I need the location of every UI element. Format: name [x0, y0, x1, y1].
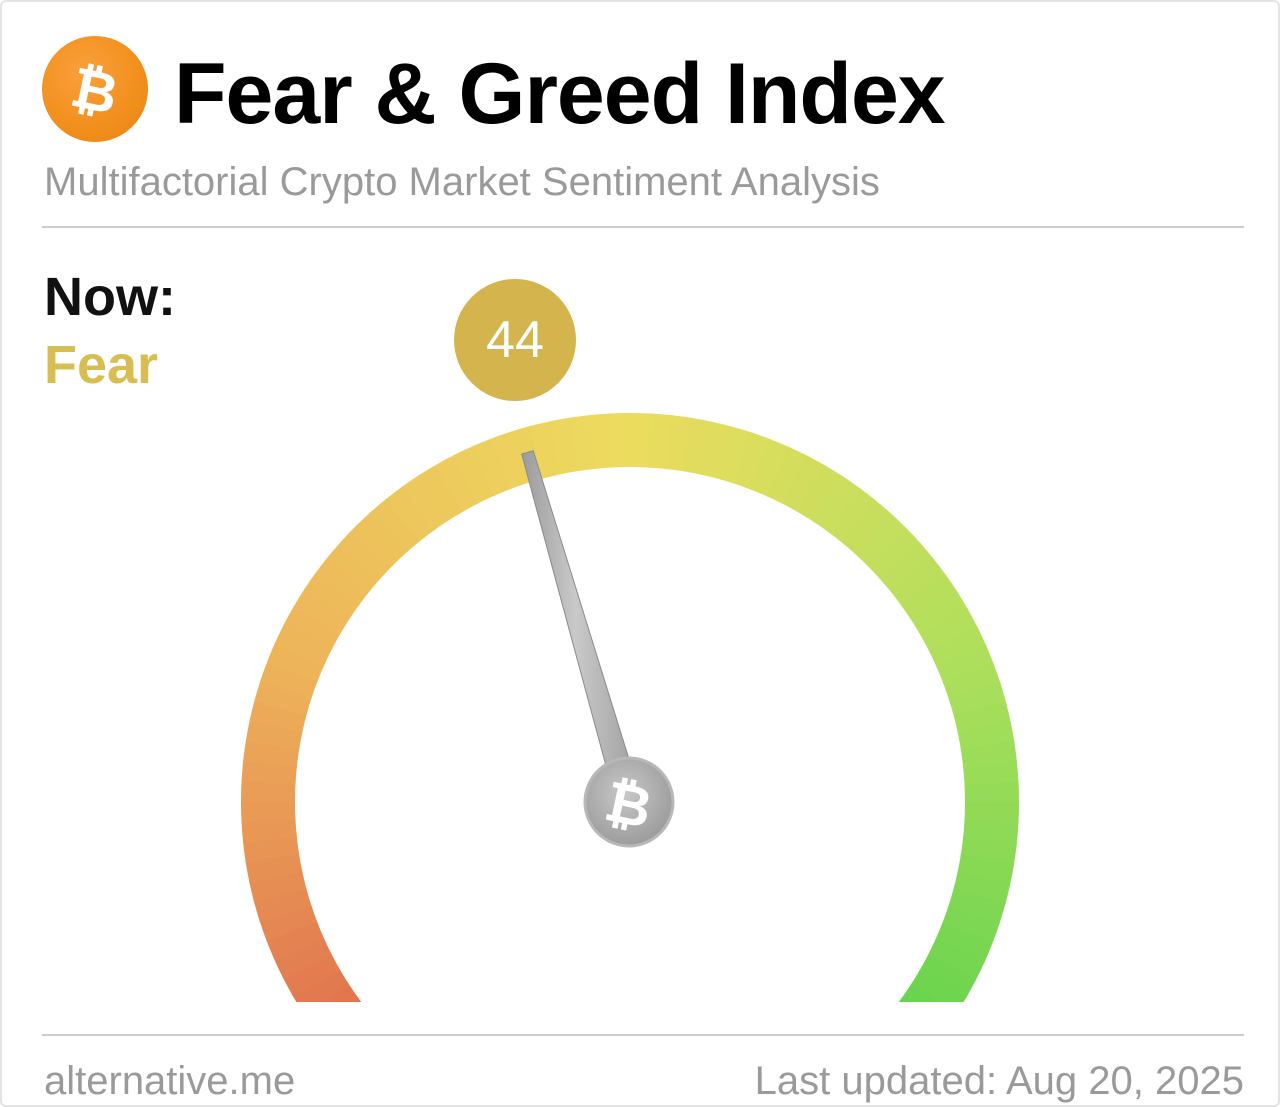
gauge-arc-segment: [253, 886, 312, 923]
gauge-arc-segment: [866, 526, 921, 580]
gauge-arc-segment: [245, 718, 303, 750]
gauge-arc-segment: [254, 679, 313, 716]
gauge-arc-segment: [240, 799, 296, 823]
gauge-arc-segment: [699, 421, 734, 480]
gauge-arc-segment: [766, 446, 810, 505]
sentiment-gauge: ₿: [240, 413, 1020, 1002]
gauge-arc-segment: [315, 555, 372, 606]
source-link[interactable]: alternative.me: [44, 1059, 296, 1103]
gauge-arc-segment: [948, 681, 1007, 718]
header-divider: [42, 226, 1244, 228]
gauge-arc-segment: [942, 662, 1001, 701]
gauge-arc-segment: [750, 438, 791, 497]
gauge-arc-segment: [826, 487, 877, 544]
page-subtitle: Multifactorial Crypto Market Sentiment A…: [44, 160, 880, 204]
gauge-arc-segment: [960, 741, 1018, 770]
gauge-arc-segment: [291, 967, 350, 1002]
gauge-arc-segment: [918, 954, 977, 999]
gauge-arc-segment: [964, 802, 1019, 826]
gauge-arc-segment: [963, 761, 1019, 787]
gauge-arc-segment: [936, 643, 995, 685]
gauge-arc-segment: [952, 871, 1011, 906]
gauge-needle: [521, 450, 630, 768]
gauge-arc-segment: [340, 525, 395, 578]
gauge-arc-segment: [266, 641, 325, 682]
page-title: Fear & Greed Index: [174, 46, 946, 142]
gauge-arc-segment: [273, 936, 332, 979]
gauge-arc-segment: [935, 922, 994, 963]
gauge-arc-segment: [241, 817, 297, 843]
gauge-arc-segment: [964, 781, 1020, 805]
gauge-arc-segment: [898, 998, 906, 1002]
gauge-arc-segment: [385, 485, 435, 542]
gauge-arc-segment: [782, 455, 827, 514]
gauge-arc-segment: [418, 463, 465, 522]
gauge-arc-segment: [260, 660, 319, 699]
gauge-arc-segment: [241, 778, 296, 802]
gauge-arc-segment: [589, 413, 615, 469]
gauge-arc-segment: [401, 474, 450, 531]
gauge-arc-segment: [890, 557, 947, 607]
gauge-arc-segment: [733, 432, 772, 491]
gauge-arc-segment: [957, 854, 1015, 886]
gauge-arc: [240, 413, 1020, 1002]
gauge-arc-segment: [812, 475, 861, 533]
gauge-arc-segment: [854, 512, 907, 567]
gauge-arc-segment: [947, 888, 1006, 925]
bitcoin-logo-icon: ₿: [42, 36, 148, 142]
gauge-arc-segment: [941, 905, 1000, 944]
gauge-arc-segment: [369, 497, 422, 554]
gauge-arc-segment: [303, 571, 361, 620]
gauge-arc-segment: [282, 951, 340, 997]
gauge-arc-segment: [797, 465, 845, 523]
gauge-arc-segment: [569, 414, 598, 472]
gauge-arc-segment: [609, 413, 633, 468]
gauge-arc-segment: [283, 605, 342, 650]
gauge-arc-segment: [878, 541, 935, 594]
gauge-arc-segment: [901, 573, 958, 622]
gauge-arc-segment: [327, 539, 383, 592]
gauge-arc-segment: [259, 903, 318, 942]
gauge-arc-segment: [435, 454, 481, 512]
gauge-arc-segment: [630, 413, 654, 468]
index-value-badge: 44: [454, 279, 576, 401]
gauge-arc-segment: [274, 622, 333, 666]
gauge-arc-segment: [716, 426, 753, 485]
gauge-arc-segment: [927, 938, 986, 982]
gauge-arc-segment: [293, 587, 351, 635]
gauge-arc-segment: [354, 511, 408, 566]
needle-hub: ₿: [583, 756, 675, 848]
gauge-arc-segment: [928, 625, 987, 668]
gauge-arc-segment: [453, 445, 496, 504]
gauge-arc-segment: [265, 919, 324, 961]
gauge-arc-segment: [490, 431, 529, 490]
gauge-arc-segment: [249, 698, 308, 733]
footer-divider: [42, 1034, 1244, 1036]
gauge-arc-segment: [471, 437, 513, 496]
gauge-arc-segment: [242, 834, 300, 863]
classification-label: Fear: [44, 335, 159, 395]
gauge-arc-segment: [899, 984, 938, 1002]
gauge-arc-segment: [682, 417, 714, 475]
gauge-arc-segment: [920, 607, 978, 653]
last-updated: Last updated: Aug 20, 2025: [754, 1059, 1244, 1103]
gauge-arc-segment: [910, 590, 969, 637]
gauge-arc-segment: [840, 499, 893, 555]
now-label: Now:: [44, 267, 176, 327]
